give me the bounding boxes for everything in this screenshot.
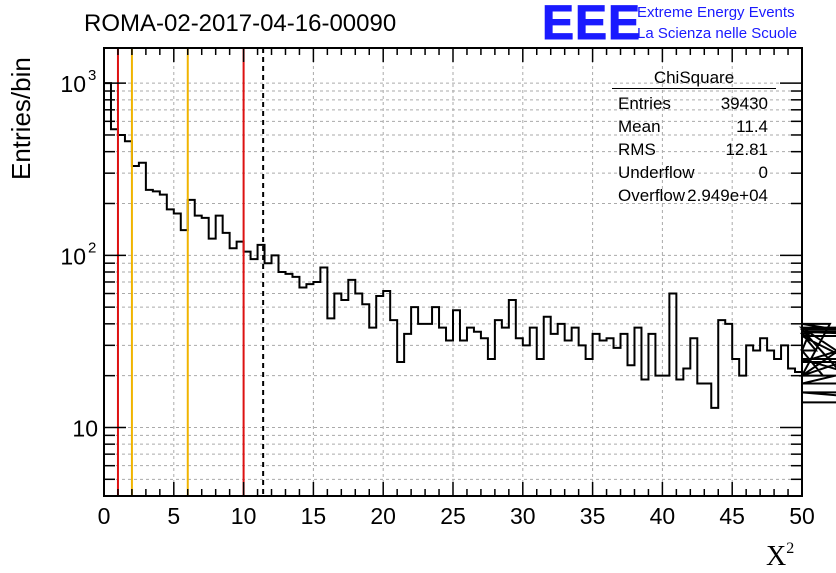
x-tick-label: 40 bbox=[650, 503, 676, 529]
x-tick-label: 50 bbox=[789, 503, 815, 529]
y-axis-label: Entries/bin bbox=[6, 57, 36, 180]
x-tick-label: 0 bbox=[98, 503, 111, 529]
x-tick-label: 25 bbox=[440, 503, 466, 529]
stats-row-mean: Mean 11.4 bbox=[618, 117, 768, 136]
y-tick-label-exponent: 3 bbox=[88, 67, 96, 84]
stats-row-underflow: Underflow 0 bbox=[618, 163, 768, 182]
logo-tagline-2: La Scienza nelle Scuole bbox=[637, 25, 798, 42]
stats-title: ChiSquare bbox=[612, 68, 776, 89]
y-tick-label: 10 bbox=[60, 71, 86, 97]
stats-row-entries: Entries 39430 bbox=[618, 94, 768, 113]
stats-row-rms: RMS 12.81 bbox=[618, 140, 768, 159]
x-axis-label: X2 bbox=[766, 540, 795, 572]
x-tick-label: 15 bbox=[301, 503, 327, 529]
stats-row-overflow: Overflow 2.949e+04 bbox=[618, 186, 768, 205]
x-tick-label: 35 bbox=[580, 503, 606, 529]
logo-tagline-1: Extreme Energy Events bbox=[637, 4, 795, 21]
histogram-series bbox=[103, 82, 836, 496]
stats-box: ChiSquare Entries 39430 Mean 11.4 RMS 12.81… bbox=[612, 68, 776, 207]
y-tick-label: 10 bbox=[60, 243, 86, 269]
x-tick-label: 20 bbox=[370, 503, 396, 529]
x-tick-label: 5 bbox=[167, 503, 180, 529]
eee-logo-mark: EEE bbox=[541, 0, 642, 50]
y-tick-label-exponent: 2 bbox=[88, 239, 96, 256]
x-tick-label: 10 bbox=[231, 503, 257, 529]
y-tick-label: 10 bbox=[72, 415, 98, 441]
x-tick-label: 30 bbox=[510, 503, 536, 529]
x-tick-label: 45 bbox=[719, 503, 745, 529]
chart-title: ROMA-02-2017-04-16-00090 bbox=[84, 10, 397, 37]
